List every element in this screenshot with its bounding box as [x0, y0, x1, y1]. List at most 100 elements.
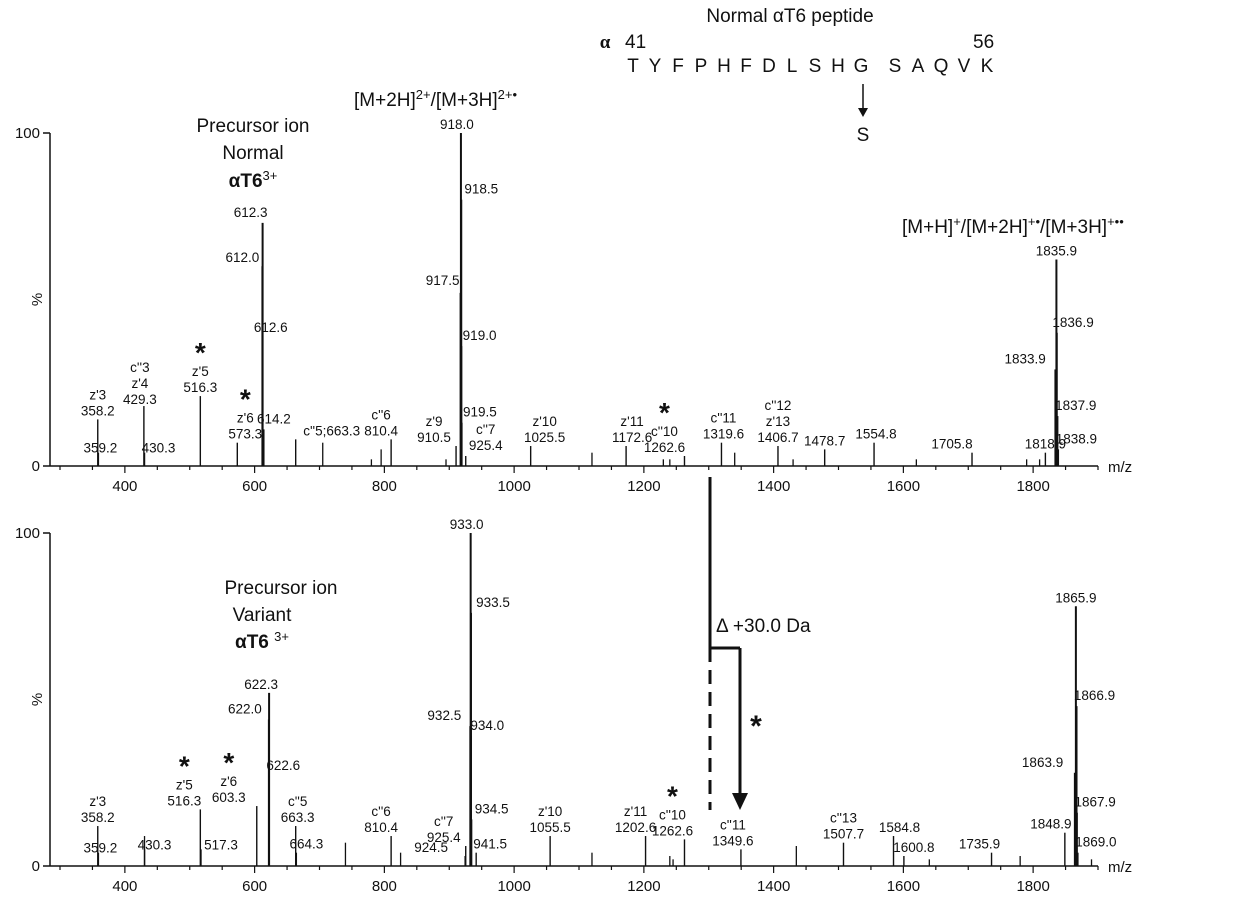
peak-label-line: 1869.0	[1075, 835, 1116, 850]
spectrum-panel-normal: 0 100% 400 600 800 1000 1200 1400 1600 1800 m/z z'3…	[15, 117, 1132, 495]
peak-label-line: 919.5	[463, 405, 497, 420]
precursor-top-line2: Normal	[222, 143, 283, 164]
ion-label-1plus: [M+H]+/[M+2H]+•/[M+3H]+••	[902, 214, 1124, 238]
peak-label: 612.3	[234, 205, 268, 220]
connector-asterisk: *	[750, 710, 762, 743]
peak-label-line: c''13	[830, 811, 857, 826]
peak-asterisk: *	[659, 397, 670, 428]
y-tick-label: 0	[32, 858, 40, 875]
peak-label-line: 430.3	[142, 441, 176, 456]
peak-label-line: 358.2	[81, 403, 115, 418]
peak-label-line: z'10	[538, 804, 562, 819]
x-tick-label: 1800	[1016, 478, 1049, 495]
peak-label-line: 1319.6	[703, 427, 744, 442]
peak-label-line: 1866.9	[1074, 688, 1115, 703]
peak-label: 1833.9	[1004, 351, 1045, 366]
sequence-residue: S	[809, 56, 822, 77]
peak-label-line: z'5	[192, 364, 209, 379]
peak-label: c''5;663.3	[303, 423, 360, 438]
peak-label: 919.0	[463, 328, 497, 343]
x-tick-label: 1600	[887, 878, 920, 895]
peak-label-line: 573.3	[228, 427, 262, 442]
precursor-bottom-line1: Precursor ion	[225, 578, 338, 599]
sequence-residue: S	[889, 56, 902, 77]
peak-label-line: 516.3	[167, 793, 201, 808]
peak-label-line: 622.0	[228, 701, 262, 716]
peak-label-line: 622.6	[266, 758, 300, 773]
x-axis-label: m/z	[1108, 859, 1132, 876]
peak-label-line: z'3	[89, 794, 106, 809]
x-tick-label: 1400	[757, 878, 790, 895]
peak-label-line: 918.5	[464, 182, 498, 197]
ion-label-2plus: [M+2H]2+/[M+3H]2+•	[354, 87, 517, 111]
peak-label-line: 359.2	[84, 441, 118, 456]
y-tick-label: 100	[15, 125, 40, 142]
peak-label-line: 429.3	[123, 392, 157, 407]
peak-label-line: 934.5	[475, 801, 509, 816]
x-tick-label: 1800	[1016, 878, 1049, 895]
x-axis-label: m/z	[1108, 459, 1132, 476]
sequence-residue: K	[981, 56, 994, 77]
peak-label-line: z'3	[89, 387, 106, 402]
substitution-arrow-head	[858, 108, 868, 117]
precursor-bottom-species: αT6	[235, 632, 274, 653]
precursor-bottom-line3: αT6 3+	[235, 629, 289, 653]
peak-label-line: c''12	[765, 398, 792, 413]
peak-label: 1554.8	[855, 427, 896, 442]
peak-label-line: z'6	[237, 411, 254, 426]
peak-label: 1837.9	[1055, 398, 1096, 413]
peak-label-line: 1600.8	[893, 840, 934, 855]
peak-label-line: 517.3	[204, 837, 238, 852]
peak-label-line: 612.0	[226, 250, 260, 265]
peak-asterisk: *	[179, 750, 190, 781]
peak-label-line: 918.0	[440, 117, 474, 132]
precursor-top-species: αT6	[229, 171, 263, 192]
precursor-annotation-bottom: Precursor ion Variant αT6 3+	[225, 578, 338, 653]
peak-label: 1865.9	[1055, 590, 1096, 605]
peak-label: 1866.9	[1074, 688, 1115, 703]
y-axis-label: %	[29, 293, 46, 306]
x-tick-label: 1600	[887, 478, 920, 495]
y-tick-label: 100	[15, 525, 40, 542]
peak-label-line: z'4	[131, 376, 148, 391]
peak-label: 934.5	[475, 801, 509, 816]
sequence-residue: H	[831, 56, 845, 77]
peak-label: 917.5	[426, 273, 460, 288]
peak-label: 1705.8	[931, 437, 972, 452]
peak-label-line: 1865.9	[1055, 590, 1096, 605]
peak-label: 1869.0	[1075, 835, 1116, 850]
peak-label-line: z'10	[532, 414, 556, 429]
peak-label-line: 934.0	[470, 718, 504, 733]
peak-label: 622.0	[228, 701, 262, 716]
peak-label-line: 1478.7	[804, 433, 845, 448]
peak-label-line: 910.5	[417, 430, 451, 445]
peak-label-line: 1262.6	[652, 823, 693, 838]
y-tick-label: 0	[32, 458, 40, 475]
y-axis-label: %	[29, 693, 46, 706]
header-alpha: α	[600, 32, 611, 53]
peak-label-line: 941.5	[473, 837, 507, 852]
sequence-residue: T	[627, 56, 639, 77]
sequence-residue: P	[695, 56, 708, 77]
peak-label: 919.5	[463, 405, 497, 420]
peak-asterisk: *	[195, 337, 206, 368]
peak-label-line: 1705.8	[931, 437, 972, 452]
peak-label-line: c''6	[371, 407, 390, 422]
x-tick-label: 600	[242, 878, 267, 895]
peak-label-line: 1055.5	[529, 820, 570, 835]
peak-label-line: 933.0	[450, 517, 484, 532]
peak-label: 1863.9	[1022, 755, 1063, 770]
peak-label-line: 924.5	[414, 840, 448, 855]
sequence-residue: Q	[934, 56, 949, 77]
peak-label: 1600.8	[893, 840, 934, 855]
